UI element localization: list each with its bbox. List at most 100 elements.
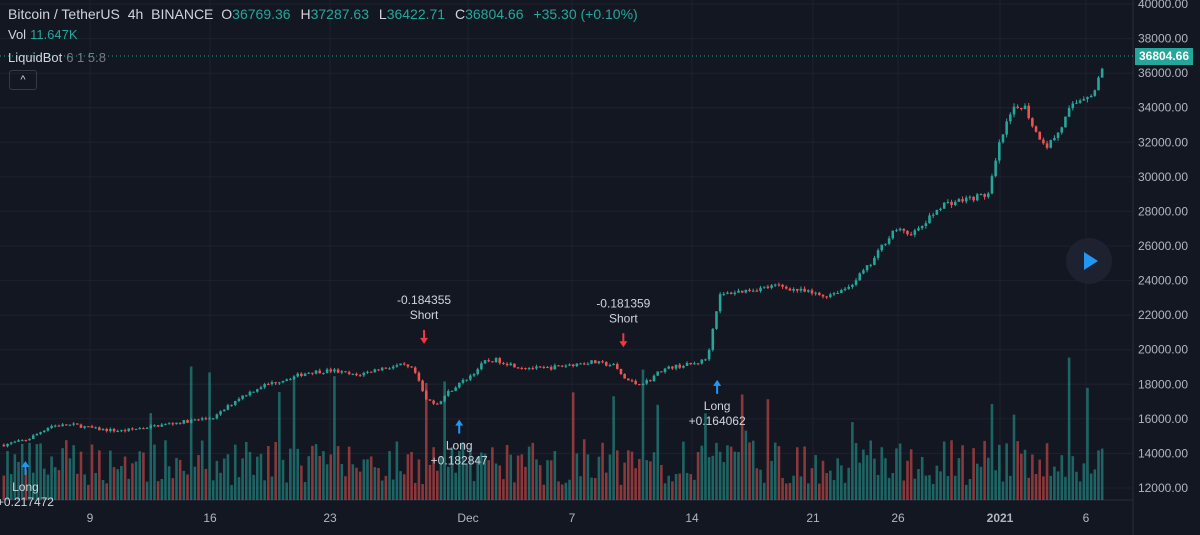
volume-bar: [928, 475, 931, 500]
volume-bar: [164, 440, 167, 500]
volume-bar: [131, 463, 134, 500]
x-tick-label: 9: [87, 511, 94, 525]
candle-body: [873, 257, 876, 265]
volume-bar: [627, 450, 630, 500]
candle-body: [645, 380, 648, 384]
candle-body: [347, 372, 351, 374]
volume-bar: [538, 465, 542, 500]
candle-body: [131, 428, 134, 430]
interval-label[interactable]: 4h: [127, 6, 144, 22]
volume-bar: [950, 440, 953, 500]
y-tick-label: 18000.00: [1138, 377, 1188, 391]
collapse-legend-button[interactable]: ^: [9, 70, 37, 90]
volume-bar: [939, 471, 942, 500]
candle-body: [502, 363, 505, 365]
candle-body: [1071, 103, 1075, 109]
candle-body: [931, 214, 935, 216]
indicator-legend[interactable]: LiquidBot 6 1 5.8: [8, 50, 106, 65]
x-tick-label: 16: [203, 511, 217, 525]
volume-bar: [641, 369, 645, 500]
volume-bar: [193, 466, 197, 500]
candle-body: [230, 404, 233, 406]
open-value: 36769.36: [232, 6, 291, 22]
candle-body: [803, 288, 806, 292]
candle-body: [421, 380, 424, 392]
volume-bar: [1009, 475, 1012, 500]
volume-bar: [887, 477, 891, 500]
candle-body: [851, 284, 854, 287]
candle-body: [909, 234, 913, 236]
volume-bar: [39, 443, 42, 500]
candle-body: [2, 444, 6, 447]
candle-body: [483, 360, 487, 364]
volume-bar: [186, 474, 189, 500]
candle-body: [450, 390, 454, 392]
volume-bar: [862, 449, 865, 500]
signal-value: +0.182847: [431, 454, 488, 468]
volume-bar: [884, 458, 887, 500]
volume-value: 11.647K: [30, 27, 78, 42]
candle-body: [366, 371, 369, 373]
candle-body: [869, 264, 873, 266]
candle-body: [902, 228, 906, 231]
candle-body: [784, 286, 788, 289]
long-arrow-icon: [713, 379, 722, 394]
candle-body: [112, 429, 116, 432]
volume-bar: [740, 394, 744, 500]
candle-body: [116, 431, 119, 433]
x-tick-label: 14: [685, 511, 699, 525]
candle-body: [1016, 106, 1019, 108]
candle-body: [685, 362, 689, 366]
volume-bar: [369, 456, 373, 500]
volume-bar: [292, 378, 296, 500]
volume-bar: [222, 458, 226, 500]
volume-bar: [560, 484, 564, 500]
volume-bar: [630, 451, 634, 500]
volume-bar: [1060, 455, 1064, 500]
volume-bar: [568, 479, 571, 500]
volume-bar: [447, 466, 450, 500]
candle-body: [68, 424, 72, 426]
candle-body: [351, 373, 355, 375]
candle-body: [968, 196, 972, 198]
candle-body: [373, 369, 377, 373]
signal-label: Long: [704, 399, 731, 413]
candle-body: [773, 284, 777, 286]
candle-body: [50, 425, 53, 428]
volume-bar: [880, 447, 884, 500]
y-tick-label: 30000.00: [1138, 170, 1188, 184]
signal-label: Long: [446, 439, 473, 453]
symbol-name[interactable]: Bitcoin / TetherUS: [8, 6, 120, 22]
long-arrow-icon: [21, 461, 30, 476]
volume-bar: [836, 458, 839, 500]
y-tick-label: 12000.00: [1138, 481, 1188, 495]
volume-bar: [281, 459, 285, 500]
candle-body: [200, 418, 204, 420]
candle-body: [252, 391, 255, 393]
replay-button[interactable]: [1066, 238, 1112, 284]
candle-body: [410, 366, 413, 368]
candle-body: [928, 215, 931, 224]
y-tick-label: 14000.00: [1138, 446, 1188, 460]
candle-body: [847, 286, 850, 289]
volume-bar: [987, 457, 990, 500]
candle-body: [887, 238, 891, 244]
candle-body: [751, 290, 755, 292]
candle-body: [601, 361, 604, 363]
volume-bar: [663, 483, 667, 500]
volume-bar: [1020, 453, 1023, 500]
candle-body: [259, 387, 263, 390]
candle-body: [1075, 102, 1078, 104]
volume-bar: [634, 468, 637, 500]
candle-body: [722, 293, 726, 295]
volume-bar: [230, 484, 233, 500]
volume-bar: [682, 441, 685, 500]
candle-body: [807, 290, 810, 292]
last-price-badge: 36804.66: [1135, 48, 1193, 65]
candle-body: [1038, 131, 1042, 140]
candle-body: [134, 428, 138, 430]
volume-bar: [300, 465, 303, 500]
candle-body: [329, 369, 333, 372]
candle-body: [222, 409, 226, 412]
